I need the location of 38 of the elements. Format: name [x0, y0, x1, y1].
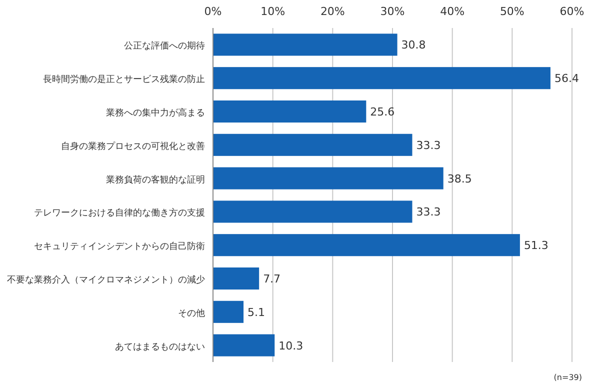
data-label: 25.6 [370, 106, 395, 118]
bar [213, 300, 244, 323]
x-tick-label: 20% [320, 5, 345, 18]
y-tick-label: 業務への集中力が高まる [106, 108, 205, 118]
bar [213, 200, 412, 223]
y-tick-label: テレワークにおける自律的な働き方の支援 [34, 208, 205, 219]
y-tick-label: 不要な業務介入（マイクロマネジメント）の減少 [7, 274, 205, 286]
bar [213, 34, 398, 56]
y-tick-label: その他 [178, 308, 205, 319]
x-tick-label: 50% [500, 5, 524, 18]
x-tick-label: 30% [380, 5, 405, 18]
data-label: 38.5 [447, 172, 472, 186]
bar [213, 167, 444, 190]
data-label: 33.3 [416, 138, 441, 152]
bar [213, 234, 520, 256]
bar [213, 334, 275, 356]
bar [213, 67, 550, 90]
bar [213, 100, 366, 123]
y-tick-label: 自身の業務プロセスの可視化と改善 [61, 140, 205, 152]
data-label: 5.1 [248, 306, 266, 319]
data-label: 30.8 [401, 38, 426, 52]
data-label: 56.4 [554, 72, 579, 86]
data-label: 51.3 [524, 239, 548, 252]
bar [213, 267, 260, 290]
bar [213, 134, 412, 156]
y-tick-label: 長時間労働の是正とサービス残業の防止 [43, 74, 205, 86]
y-tick-label: 公正な評価への期待 [124, 40, 205, 52]
y-tick-label: 業務負荷の客観的な証明 [106, 174, 205, 186]
x-tick-label: 60% [560, 5, 584, 18]
data-label: 10.3 [278, 339, 304, 352]
x-tick-label: 0% [204, 5, 222, 18]
data-label: 7.7 [263, 272, 281, 286]
y-tick-label: あてはまるものはない [115, 341, 205, 352]
text: (n=39) [554, 373, 582, 382]
x-tick-label: 40% [440, 5, 465, 18]
y-tick-label: セキュリティインシデントからの自己防衛 [34, 241, 205, 252]
x-tick-label: 10% [260, 5, 286, 18]
data-label: 33.3 [416, 206, 441, 219]
